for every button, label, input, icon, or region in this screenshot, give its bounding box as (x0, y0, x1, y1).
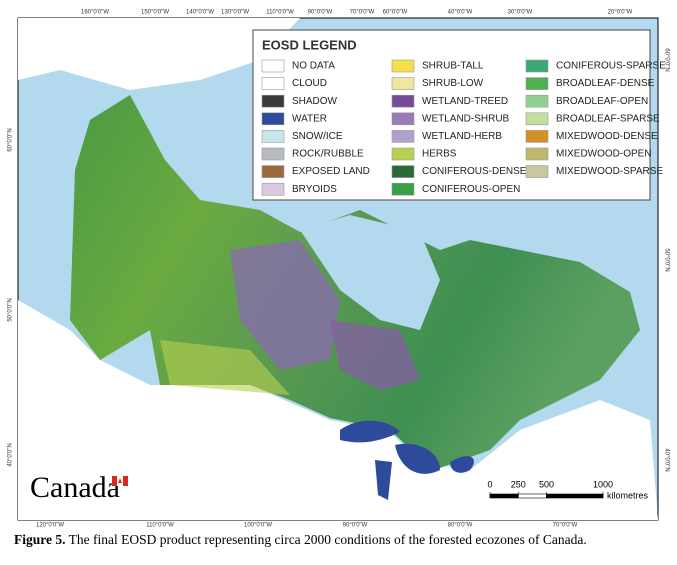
graticule-label: 80°0'0"W (448, 523, 473, 528)
legend-label: SNOW/ICE (292, 131, 343, 142)
great-lake (450, 456, 474, 473)
legend-swatch (525, 147, 549, 161)
legend-label: BROADLEAF-DENSE (556, 78, 655, 89)
graticule-label: 110°0'0"W (146, 523, 174, 528)
graticule-label: 100°0'0"W (244, 523, 272, 528)
legend-swatch (391, 165, 415, 178)
legend-box (252, 29, 651, 201)
legend-swatch (391, 59, 415, 73)
graticule-label: 20°0'0"W (608, 10, 633, 16)
legend-swatch (391, 112, 415, 126)
graticule-label: 70°0'0"W (350, 10, 375, 16)
graticule-label: 60°0'0"W (383, 10, 408, 16)
great-lake (395, 443, 440, 474)
graticule-label: 40°0'0"W (448, 10, 473, 16)
scale-segment (546, 493, 604, 499)
legend-swatch (525, 59, 549, 73)
canada-flag (112, 476, 128, 486)
legend-swatch (261, 59, 285, 73)
caption-text: The final EOSD product representing circ… (68, 532, 587, 547)
legend-swatch (261, 94, 285, 108)
graticule-label: 50°0'0"N (663, 248, 669, 271)
legend-label: WETLAND-HERB (422, 131, 502, 142)
scale-label: 250 (511, 479, 526, 489)
legend-label: WATER (292, 113, 327, 124)
legend-label: MIXEDWOOD-DENSE (556, 131, 658, 142)
graticule-label: 40°0'0"N (663, 448, 669, 471)
graticule-label: 120°0'0"W (36, 523, 64, 528)
graticule-label: 70°0'0"W (553, 523, 578, 528)
legend-swatch (391, 130, 415, 143)
graticule-label: 50°0'0"N (8, 298, 14, 321)
legend-label: BROADLEAF-OPEN (556, 96, 648, 107)
scale-label: 0 (487, 479, 492, 489)
legend-label: CONIFEROUS-OPEN (422, 184, 520, 195)
scale-unit: kilometres (607, 490, 649, 500)
legend-label: CONIFEROUS-DENSE (422, 166, 527, 177)
canada-wordmark: Canada (30, 471, 120, 504)
legend-label: NO DATA (292, 61, 335, 72)
graticule-label: 130°0'0"W (221, 10, 249, 16)
graticule-label: 140°0'0"W (186, 10, 214, 16)
alaska-land (18, 18, 300, 90)
legend-swatch (391, 77, 415, 90)
legend-label: BRYOIDS (292, 184, 337, 195)
caption-label: Figure 5. (14, 532, 66, 547)
legend-label: BROADLEAF-SPARSE (556, 113, 660, 124)
legend-label: MIXEDWOOD-SPARSE (556, 166, 663, 177)
graticule-label: 60°0'0"N (663, 48, 669, 71)
legend-label: EXPOSED LAND (292, 166, 370, 177)
legend-swatch (261, 165, 285, 178)
herbs-area (160, 340, 290, 395)
legend-swatch (391, 94, 415, 108)
wetland-area (330, 320, 420, 390)
graticule-label: 110°0'0"W (266, 10, 294, 16)
legend-swatch (525, 77, 549, 90)
scale-label: 500 (539, 479, 554, 489)
legend-title: EOSD LEGEND (262, 37, 357, 52)
graticule-label: 60°0'0"N (8, 128, 14, 151)
legend-label: SHADOW (292, 96, 338, 107)
legend-swatch (261, 112, 285, 126)
legend-swatch (525, 130, 549, 143)
legend-swatch (261, 130, 285, 143)
legend-label: ROCK/RUBBLE (292, 149, 364, 160)
graticule-label: 40°0'0"N (8, 443, 14, 466)
legend-swatch (391, 147, 415, 161)
graticule-label: 30°0'0"W (508, 10, 533, 16)
wetland-area (230, 240, 340, 370)
great-lake (375, 460, 392, 500)
legend-label: MIXEDWOOD-OPEN (556, 149, 652, 160)
legend-swatch (391, 182, 415, 196)
graticule-label: 150°0'0"W (141, 10, 169, 16)
legend-swatch (525, 165, 549, 178)
legend-label: WETLAND-SHRUB (422, 113, 510, 124)
figure-caption: Figure 5. The final EOSD product represe… (14, 532, 664, 548)
map-figure: EOSD LEGEND Canada NO DATA CLOUD SHADOW WAT… (8, 10, 670, 528)
graticule-label: 90°0'0"W (343, 523, 368, 528)
legend-swatch (261, 77, 285, 90)
legend-swatch (525, 94, 549, 108)
legend-swatch (525, 112, 549, 126)
legend-label: SHRUB-TALL (422, 61, 484, 72)
hudson-bay (300, 215, 440, 330)
legend-label: HERBS (422, 149, 457, 160)
scale-label: 1000 (593, 479, 613, 489)
scale-segment (489, 493, 519, 499)
legend-label: WETLAND-TREED (422, 96, 508, 107)
great-lake (340, 420, 400, 443)
scale-segment (517, 493, 547, 499)
graticule-label: 90°0'0"W (308, 10, 333, 16)
graticule-label: 160°0'0"W (81, 10, 109, 16)
legend-swatch (261, 147, 285, 161)
legend-label: SHRUB-LOW (422, 78, 484, 89)
legend-swatch (261, 182, 285, 196)
legend-label: CONIFEROUS-SPARSE (556, 61, 666, 72)
usa-land (18, 300, 658, 520)
legend-label: CLOUD (292, 78, 327, 89)
